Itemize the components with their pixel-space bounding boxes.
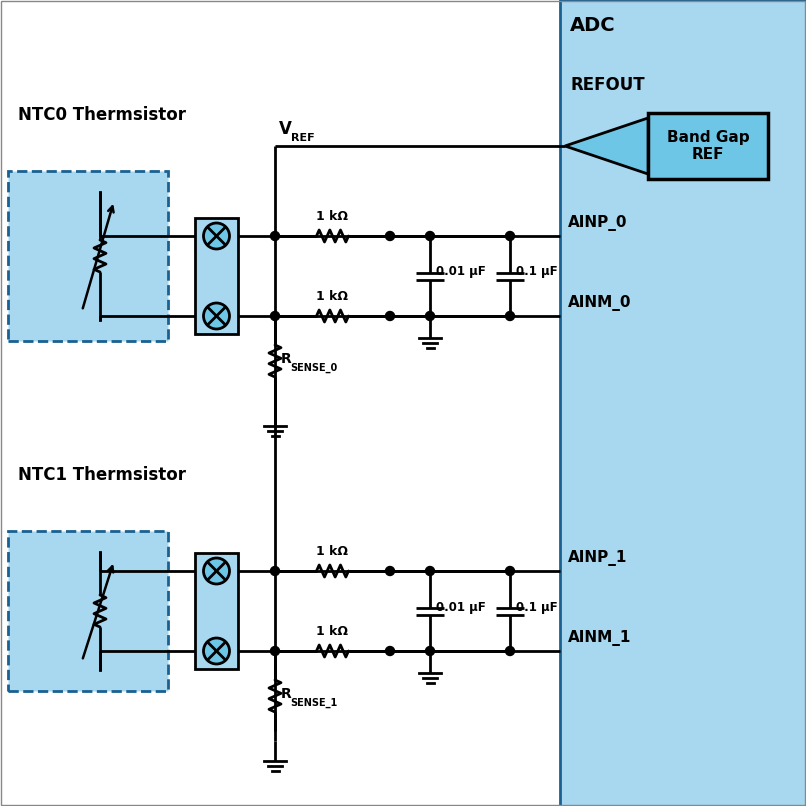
Circle shape <box>203 638 230 664</box>
Circle shape <box>505 311 514 321</box>
Text: 0.1 μF: 0.1 μF <box>516 265 558 279</box>
Circle shape <box>426 567 434 575</box>
Circle shape <box>271 567 280 575</box>
Text: 1 kΩ: 1 kΩ <box>317 625 348 638</box>
Circle shape <box>385 646 394 655</box>
Bar <box>0 0 560 806</box>
Circle shape <box>426 646 434 655</box>
Text: R: R <box>281 352 292 366</box>
Circle shape <box>271 231 280 240</box>
Circle shape <box>203 558 230 584</box>
Text: AINP_0: AINP_0 <box>568 215 628 231</box>
Text: 1 kΩ: 1 kΩ <box>317 545 348 558</box>
Text: SENSE_1: SENSE_1 <box>290 698 337 708</box>
Text: ADC: ADC <box>570 16 616 35</box>
Text: 1 kΩ: 1 kΩ <box>317 290 348 303</box>
Circle shape <box>203 303 230 329</box>
Text: AINM_1: AINM_1 <box>568 630 631 646</box>
Circle shape <box>271 646 280 655</box>
Text: REF: REF <box>291 133 314 143</box>
Text: 0.01 μF: 0.01 μF <box>436 600 486 613</box>
Circle shape <box>505 567 514 575</box>
Text: NTC1 Thermsistor: NTC1 Thermsistor <box>18 466 186 484</box>
Text: 1 kΩ: 1 kΩ <box>317 210 348 223</box>
Bar <box>560 0 806 806</box>
Text: V: V <box>279 120 292 138</box>
Bar <box>195 218 238 334</box>
Circle shape <box>203 223 230 249</box>
Text: SENSE_0: SENSE_0 <box>290 363 337 373</box>
Text: Band Gap
REF: Band Gap REF <box>667 130 750 162</box>
Bar <box>195 553 238 669</box>
Polygon shape <box>565 118 648 174</box>
Circle shape <box>385 231 394 240</box>
Text: R: R <box>281 687 292 701</box>
Text: AINP_1: AINP_1 <box>568 550 627 566</box>
Text: NTC0 Thermsistor: NTC0 Thermsistor <box>18 106 186 124</box>
Text: AINM_0: AINM_0 <box>568 295 631 311</box>
Circle shape <box>385 311 394 321</box>
Circle shape <box>505 646 514 655</box>
Bar <box>648 113 768 179</box>
Circle shape <box>426 311 434 321</box>
Circle shape <box>385 567 394 575</box>
Bar <box>8 531 168 691</box>
Circle shape <box>426 231 434 240</box>
Circle shape <box>505 231 514 240</box>
Text: REFOUT: REFOUT <box>570 76 645 94</box>
Text: 0.01 μF: 0.01 μF <box>436 265 486 279</box>
Bar <box>8 171 168 341</box>
Text: 0.1 μF: 0.1 μF <box>516 600 558 613</box>
Circle shape <box>271 311 280 321</box>
